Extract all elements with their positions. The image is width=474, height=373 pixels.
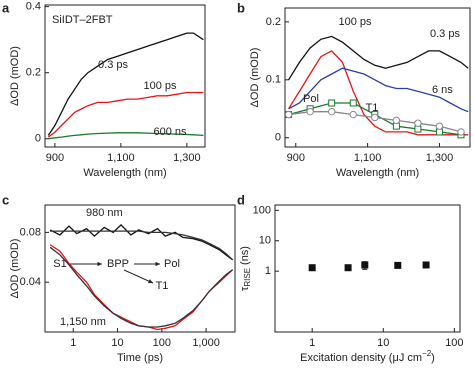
panel-letter: a [2,0,10,15]
y-tick-label: 0.04 [20,276,41,288]
series-label: 1,150 nm [60,316,106,328]
marker [349,110,357,119]
x-axis-label-part: −2 [422,349,432,358]
plot-frame [44,4,206,148]
x-tick-label: 1 [309,337,315,349]
marker [371,113,379,122]
y-tick-label: 0.08 [20,226,41,238]
point [344,264,352,272]
y-axis-label-part: RISE [243,268,252,287]
annotation: SiIDT–2FBT [52,14,113,26]
y-tick-label: 0.2 [26,67,41,79]
x-tick-label: 1 [70,337,76,349]
series-line [50,230,234,261]
x-tick-label: 10 [111,337,123,349]
y-axis-label: τRISE (ns) [239,246,252,291]
series-label: 0.3 ps [98,59,128,71]
y-tick-label: 1 [265,265,271,277]
x-tick-label: 900 [46,152,64,164]
series-label: 100 ps [338,16,372,28]
arrow-head [148,279,153,284]
series-line [49,223,234,261]
marker [306,107,314,116]
marker [457,128,465,136]
marker [328,99,336,107]
series-label: T1 [366,102,379,114]
x-tick-label: 1,100 [354,152,382,164]
x-axis-label-part: Excitation density (μJ cm [300,352,422,364]
diagram-label: T1 [156,280,169,292]
marker [435,122,444,130]
x-axis-label: Time (ps) [117,352,163,364]
x-axis-label-part: ) [431,352,435,364]
x-tick-label: 100 [153,337,171,349]
marker [327,107,336,116]
x-tick-label: 100 [445,337,463,349]
marker [349,99,357,107]
y-tick-label: 0.4 [26,1,41,13]
series-label: 980 nm [86,207,123,219]
y-tick-label: 0.1 [266,74,281,86]
series-line [288,35,469,81]
y-tick-label: 10 [259,235,271,247]
y-axis-label: ΔOD (mOD) [9,46,21,106]
y-axis-label-part: τ [239,286,251,291]
plot-frame [44,204,236,333]
x-axis-label: Excitation density (μJ cm−2) [300,349,435,364]
series-label: Pol [303,93,319,105]
y-tick-label: 100 [253,204,271,216]
y-tick-label: 0.2 [266,16,281,28]
point [308,264,316,272]
x-axis-label: Wavelength (nm) [336,167,419,179]
marker [392,116,401,125]
diagram-label: BPP [107,258,129,270]
series-label: 0.3 ps [430,28,460,40]
diagram-arrow [123,269,154,284]
series-line [288,67,469,113]
series-line [47,32,204,136]
x-tick-label: 1,300 [173,152,201,164]
x-tick-label: 1,100 [107,152,135,164]
diagram-label: Pol [164,258,180,270]
x-tick-label: 10 [377,337,389,349]
series-label: 100 ps [143,80,177,92]
x-axis-label: Wavelength (nm) [83,167,166,179]
panel-letter: d [237,192,245,207]
y-axis-label: ΔOD (mOD) [9,239,21,299]
arrow-head [155,261,160,267]
marker [414,119,422,127]
y-tick-label: 0 [35,133,41,145]
plot-frame [284,7,471,148]
point [361,261,369,269]
panel-letter: b [237,0,245,15]
x-tick-label: 900 [287,152,305,164]
diagram-label: S1 [53,258,66,270]
arrow-head [97,261,102,267]
series-line [49,246,234,328]
point [394,261,402,269]
y-tick-label: 0 [275,132,281,144]
point [422,261,430,269]
y-axis-label: ΔOD (mOD) [249,48,261,108]
series-line [48,132,204,140]
panel-letter: c [2,192,9,207]
series-label: 6 ns [432,84,453,96]
series-label: 600 ns [153,126,187,138]
series-line [47,91,204,138]
x-tick-label: 1,300 [426,152,454,164]
y-axis-label-part: (ns) [239,246,251,265]
x-tick-label: 1,000 [192,337,220,349]
marker [284,110,293,119]
plot-frame [274,204,461,333]
